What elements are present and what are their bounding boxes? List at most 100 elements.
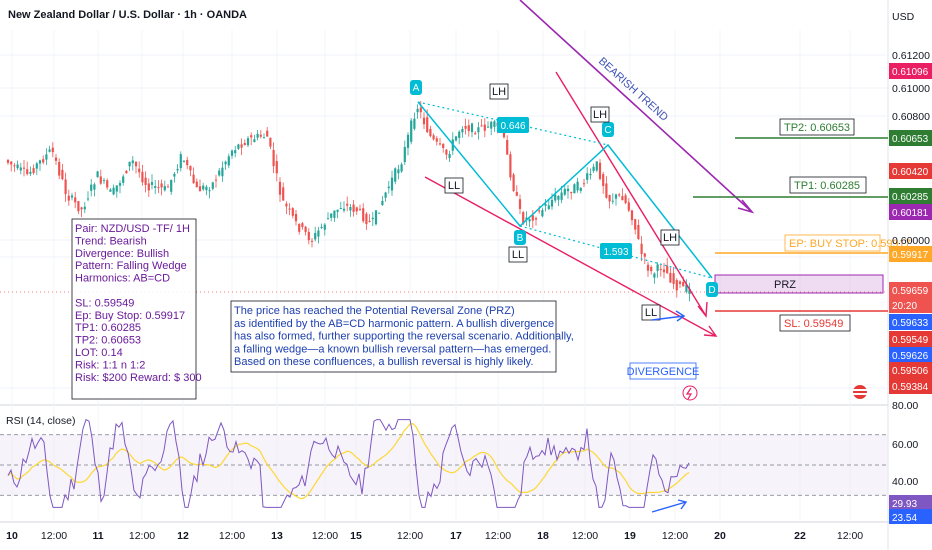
- candle-body: [64, 179, 67, 195]
- price-divergence-arrowhead: [675, 310, 686, 322]
- price-label-badge: [889, 362, 932, 378]
- candle-body: [19, 167, 22, 171]
- candle-body: [22, 167, 26, 169]
- candle-body: [224, 161, 227, 165]
- harmonic-point-badge: [706, 282, 718, 297]
- candle-body: [16, 164, 19, 169]
- candle-body: [93, 184, 96, 190]
- candle-body: [58, 161, 61, 176]
- time-tick-label: 18: [537, 530, 549, 542]
- candle-body: [374, 210, 378, 225]
- candle-body: [602, 174, 605, 186]
- candle-body: [531, 215, 534, 221]
- price-label-text: 0.59917: [892, 250, 929, 261]
- candle-body: [541, 210, 544, 217]
- candle-body: [352, 204, 355, 212]
- price-tick-label: 0.60800: [892, 111, 930, 123]
- info-box: [71, 218, 197, 400]
- candle-body: [173, 173, 176, 177]
- note-box: [230, 300, 557, 373]
- rsi-divergence-arrowhead: [677, 499, 688, 510]
- candle-body: [563, 188, 566, 195]
- price-label-text: 0.59626: [892, 351, 929, 362]
- candle-body: [422, 117, 426, 125]
- candle-body: [659, 268, 662, 270]
- time-tick-label: 12:00: [41, 530, 67, 542]
- structure-label-box: [590, 106, 610, 123]
- time-tick-label: 17: [450, 530, 462, 542]
- candle-body: [192, 174, 195, 184]
- candle-body: [294, 213, 298, 222]
- candle-body: [592, 166, 595, 171]
- candle-body: [653, 273, 656, 278]
- candle-body: [250, 135, 253, 138]
- note-box-line: as identified by the AB=CD harmonic patt…: [234, 318, 554, 330]
- price-label-text: 0.59633: [892, 318, 929, 329]
- price-label-text: 0.61096: [892, 67, 929, 78]
- candle-body: [525, 217, 528, 220]
- candle-body: [442, 143, 445, 149]
- ratio-label: 1.593: [603, 247, 628, 258]
- price-label-badge: [889, 204, 932, 220]
- trade-level-label-box: [779, 314, 851, 332]
- candle-body: [275, 161, 278, 174]
- candle-body: [518, 199, 522, 209]
- candle-body: [218, 170, 221, 176]
- info-box-line: LOT: 0.14: [75, 347, 123, 359]
- candle-body: [333, 210, 336, 218]
- candle-body: [282, 187, 285, 201]
- harmonic-point-label: B: [517, 233, 524, 244]
- price-axis[interactable]: 0.612000.610000.608000.600000.598000.593…: [889, 50, 932, 395]
- candle-body: [474, 133, 477, 135]
- candle-body: [150, 182, 154, 185]
- candle-body: [304, 226, 307, 233]
- candle-body: [608, 195, 611, 202]
- harmonic-point-badge: [410, 80, 422, 95]
- candle-body: [307, 231, 310, 241]
- candle-body: [170, 179, 173, 192]
- trade-levels: TP2: 0.60653 TP1: 0.60285 EP: BUY STOP: 0.…: [0, 118, 911, 332]
- note-box-line: a falling wedge—a known bullish reversal…: [234, 343, 551, 355]
- price-label-badge: [889, 297, 932, 313]
- candle-body: [253, 139, 256, 143]
- candle-body: [477, 127, 480, 133]
- candle-body: [515, 191, 518, 196]
- time-tick-label: 12:00: [129, 530, 155, 542]
- time-tick-label: 12:00: [397, 530, 423, 542]
- candle-body: [582, 183, 586, 185]
- price-label-badge: [889, 378, 932, 394]
- candle-body: [362, 208, 365, 222]
- divergence-label: DIVERGENCE: [627, 366, 700, 378]
- trade-level-label: EP: BUY STOP: 0.59917: [789, 238, 911, 250]
- candle-body: [195, 181, 198, 188]
- candle-body: [349, 207, 352, 211]
- candle-body: [237, 144, 240, 149]
- time-tick-label: 12:00: [572, 530, 598, 542]
- time-axis[interactable]: 10 12:00 11 12:00 12 12:00 13 12:00 15 12:00 17 12:…: [6, 530, 863, 542]
- candle-body: [189, 165, 192, 171]
- candle-body: [381, 200, 384, 206]
- candle-body: [214, 179, 218, 181]
- candle-body: [554, 194, 557, 201]
- note-box-line: Based on these confluences, a bullish re…: [234, 356, 533, 368]
- candle-body: [80, 207, 83, 210]
- candle-body: [550, 199, 554, 207]
- candle-body: [314, 232, 317, 240]
- rsi-tick-label: 80.00: [892, 400, 918, 412]
- candle-body: [682, 281, 685, 287]
- ratio-badge: [600, 243, 632, 259]
- price-label-badge: [889, 282, 932, 298]
- time-tick-label: 12:00: [837, 530, 863, 542]
- time-tick-label: 12:00: [662, 530, 688, 542]
- candle-body: [365, 213, 368, 225]
- candle-body: [106, 180, 109, 188]
- candle-body: [650, 266, 653, 272]
- structure-label: LH: [492, 86, 506, 98]
- price-label-badge: [889, 188, 932, 204]
- candle-body: [614, 194, 618, 199]
- candle-body: [378, 212, 381, 214]
- candle-body: [458, 131, 461, 138]
- info-box-line: Risk: $200 Reward: $ 300: [75, 372, 202, 384]
- chart-title: New Zealand Dollar / U.S. Dollar · 1h · …: [8, 9, 247, 21]
- rsi-panel: 80.00 60.00 40.00 RSI (14, close) 29.93 23.54: [0, 400, 932, 524]
